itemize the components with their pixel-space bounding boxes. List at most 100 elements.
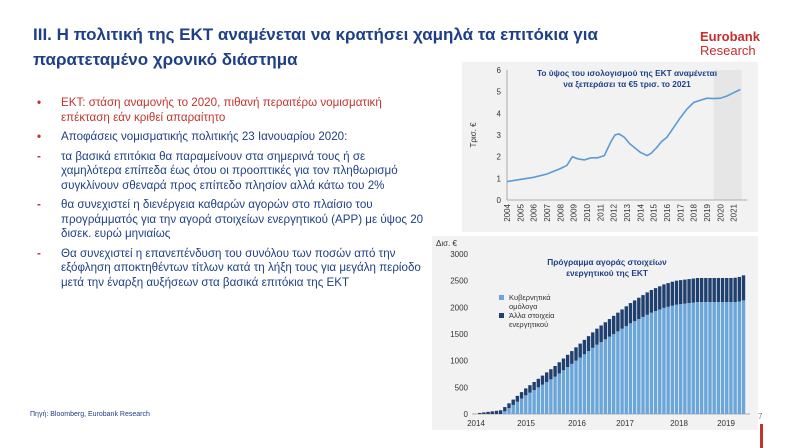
bar-other-assets: [712, 278, 716, 302]
bar-government-bonds: [582, 354, 587, 414]
app-stacked-bar-chart: Δισ. € 0 500 1000 1500 2000 2500 3000 2014 2015 20…: [432, 236, 758, 430]
bar-government-bonds: [699, 302, 704, 414]
bar-other-assets: [662, 284, 666, 308]
bar-other-assets: [649, 290, 654, 313]
y-tick-label: 1500: [450, 330, 468, 339]
bar-other-assets: [482, 412, 486, 414]
bar-government-bonds: [679, 304, 683, 414]
bar-government-bonds: [666, 306, 670, 414]
bar-other-assets: [624, 306, 628, 326]
bullet-list: • ΕΚΤ: στάση αναμονής το 2020, πιθανή πε…: [37, 96, 427, 295]
chart-background: [432, 236, 758, 430]
bar-other-assets: [741, 275, 746, 301]
y-tick-label: 0: [464, 410, 469, 419]
bullet-item: • ΕΚΤ: στάση αναμονής το 2020, πιθανή πε…: [37, 96, 427, 125]
y-tick-label: 1000: [450, 357, 468, 366]
bullet-text: Θα συνεχιστεί η επανεπένδυση του συνόλου…: [61, 246, 421, 289]
bullet-text: ΕΚΤ: στάση αναμονής το 2020, πιθανή περα…: [61, 96, 382, 124]
bar-government-bonds: [570, 363, 574, 414]
bullet-marker: -: [37, 246, 41, 260]
source-note: Πηγή: Bloomberg, Eurobank Research: [30, 411, 150, 418]
x-tick-label: 2005: [516, 203, 525, 221]
y-tick-label: 4: [497, 109, 502, 118]
bar-government-bonds: [599, 342, 603, 414]
y-tick-label: 6: [497, 66, 502, 75]
bar-other-assets: [511, 399, 515, 405]
x-tick-label: 2017: [676, 203, 685, 221]
bar-government-bonds: [603, 339, 608, 414]
bar-other-assets: [549, 369, 553, 380]
x-tick-label: 2009: [570, 203, 579, 221]
y-tick-label: 1: [497, 174, 502, 183]
chart-title-line: ενεργητικού της ΕΚΤ: [566, 268, 648, 278]
y-tick-label: 5: [497, 88, 502, 97]
bar-government-bonds: [620, 328, 624, 414]
bar-other-assets: [674, 280, 679, 305]
bullet-item: - Θα συνεχιστεί η επανεπένδυση του συνόλ…: [37, 247, 427, 291]
bar-other-assets: [612, 315, 616, 334]
x-tick-label: 2011: [596, 203, 605, 221]
bar-other-assets: [494, 410, 499, 414]
bar-government-bonds: [595, 344, 599, 414]
bullet-marker: -: [37, 198, 41, 211]
legend-label: ενεργητικού: [509, 320, 548, 329]
bar-other-assets: [616, 312, 620, 332]
chart-title-line: Πρόγραμμα αγοράς στοιχείων: [547, 257, 667, 267]
bar-government-bonds: [503, 411, 507, 414]
x-tick-label: 2018: [690, 203, 699, 221]
chart-background: [462, 62, 758, 232]
bar-government-bonds: [695, 302, 700, 414]
slide-title-line-1: III. Η πολιτική της ΕΚΤ αναμένεται να κρ…: [33, 25, 598, 44]
bar-other-assets: [637, 297, 641, 320]
bar-government-bonds: [720, 302, 725, 414]
bar-other-assets: [658, 286, 662, 310]
bar-other-assets: [498, 410, 503, 414]
bar-government-bonds: [691, 302, 695, 414]
bar-other-assets: [632, 300, 637, 322]
bar-government-bonds: [649, 312, 654, 414]
bar-government-bonds: [578, 357, 582, 414]
bar-other-assets: [720, 278, 725, 302]
x-tick-label: 2015: [650, 203, 659, 221]
bar-other-assets: [528, 385, 532, 393]
bar-other-assets: [679, 280, 683, 305]
y-tick-label: 2500: [450, 277, 468, 286]
bar-other-assets: [737, 276, 742, 302]
x-tick-label: 2008: [556, 203, 565, 221]
legend-swatch-other-assets: [499, 313, 504, 318]
bar-government-bonds: [662, 307, 666, 414]
bar-other-assets: [691, 278, 695, 303]
bar-government-bonds: [540, 384, 545, 414]
eurobank-research-logo: Eurobank Research: [700, 30, 760, 58]
bar-government-bonds: [716, 302, 721, 414]
balance-sheet-line-chart: 0 1 2 3 4 5 6 2004 2005 2006 2007 2008 2009 2010 2011 2…: [462, 62, 758, 232]
bar-government-bonds: [561, 370, 566, 414]
bullet-marker: •: [37, 130, 42, 143]
y-tick-label: 3: [497, 131, 502, 140]
accent-bar: [760, 424, 763, 448]
y-tick-label: 2: [497, 153, 502, 162]
x-tick-label: 2017: [616, 419, 634, 428]
bar-government-bonds: [628, 323, 633, 414]
bar-other-assets: [607, 319, 612, 337]
x-tick-label: 2014: [467, 419, 485, 428]
page-number: 7: [758, 412, 763, 421]
bar-government-bonds: [507, 408, 511, 414]
chart-title-line: Το ύψος του ισολογισμού της ΕΚΤ αναμένετ…: [537, 68, 718, 78]
forecast-shade: [713, 70, 742, 200]
bullet-text: Αποφάσεις νομισματικής πολιτικής 23 Ιανο…: [61, 130, 348, 143]
bar-government-bonds: [704, 302, 708, 414]
bullet-marker: -: [37, 149, 41, 163]
x-tick-label: 2006: [530, 203, 539, 221]
bullet-text: τα βασικά επιτόκια θα παραμείνουν στα ση…: [61, 149, 398, 192]
bar-other-assets: [478, 412, 482, 414]
bar-other-assets: [641, 295, 645, 317]
bar-other-assets: [553, 366, 557, 377]
y-axis-label: Τρισ. €: [469, 122, 478, 148]
bar-government-bonds: [658, 309, 662, 414]
x-tick-label: 2015: [517, 419, 535, 428]
bar-other-assets: [503, 407, 507, 412]
bar-government-bonds: [524, 395, 528, 414]
bar-government-bonds: [687, 303, 691, 414]
bar-government-bonds: [511, 404, 515, 414]
